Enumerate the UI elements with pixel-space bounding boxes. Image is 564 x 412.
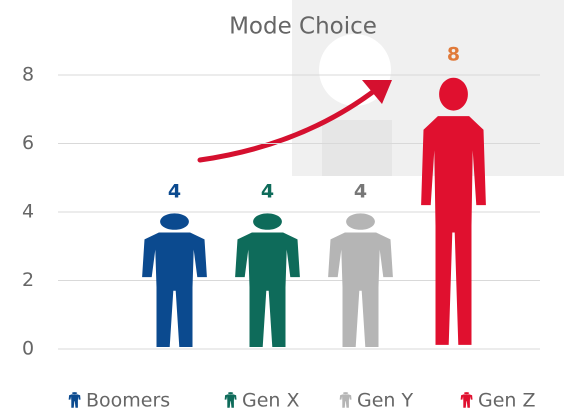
watermark-shape [322, 120, 392, 176]
figure [328, 213, 393, 347]
figure [142, 213, 207, 347]
y-tick-label: 4 [22, 201, 34, 223]
y-tick-label: 2 [22, 269, 34, 291]
value-label: 4 [261, 181, 274, 203]
chart-title: Mode Choice [229, 14, 377, 40]
y-tick-label: 6 [22, 132, 34, 154]
y-tick-label: 8 [22, 64, 34, 86]
value-label: 4 [168, 181, 181, 203]
value-label: 8 [447, 44, 460, 66]
legend-icon [68, 392, 81, 408]
trend-arrow [197, 85, 381, 163]
arrow-head [362, 80, 392, 104]
legend-label: Boomers [86, 390, 170, 412]
figure [235, 213, 300, 347]
figure [421, 77, 486, 345]
legend-label: Gen Y [357, 390, 413, 412]
legend-icon [460, 392, 473, 408]
legend-label: Gen X [242, 390, 300, 412]
legend-icon [224, 392, 237, 408]
legend-label: Gen Z [478, 390, 536, 412]
legend-icon [339, 392, 352, 408]
y-tick-label: 0 [22, 338, 34, 360]
value-label: 4 [354, 181, 367, 203]
